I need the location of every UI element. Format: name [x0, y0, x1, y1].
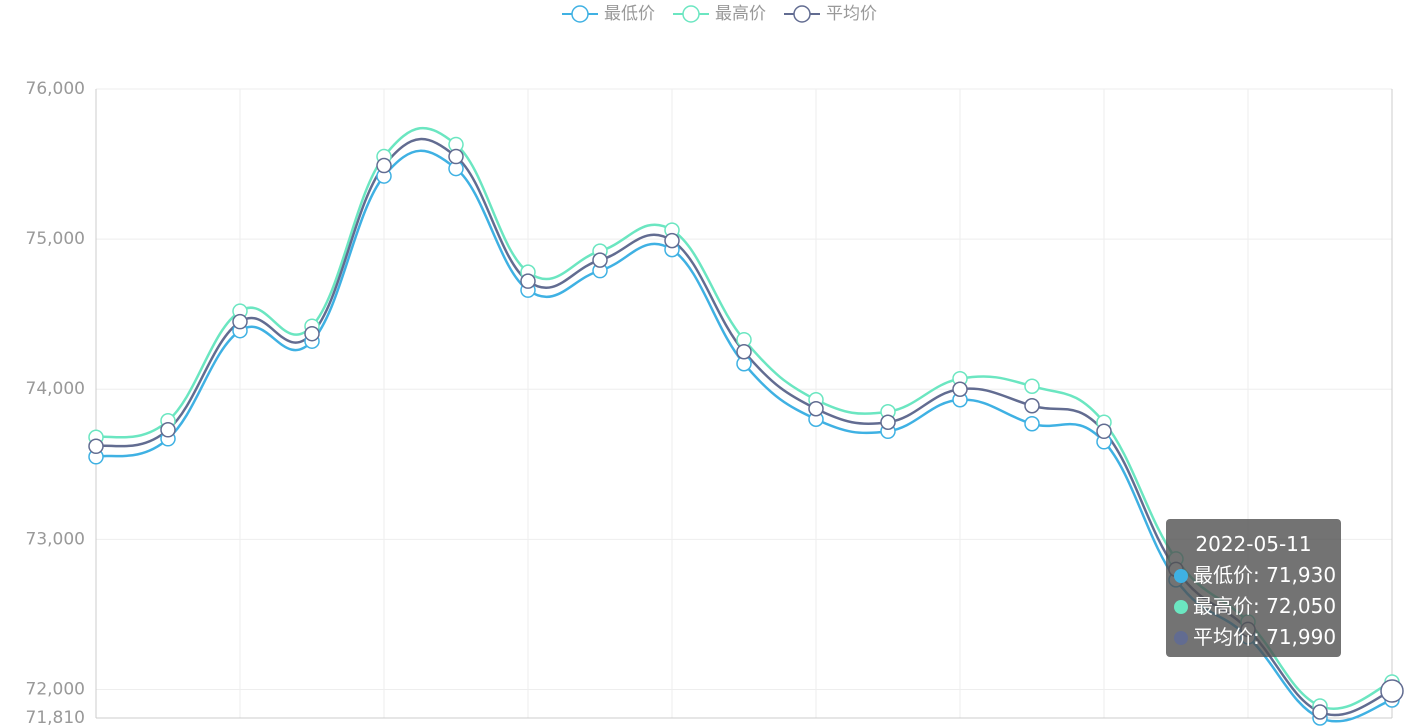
data-point [1312, 704, 1328, 720]
tooltip-title: 2022-05-11 [1195, 532, 1312, 556]
data-point [736, 343, 752, 360]
legend: 最低价 最高价 平均价 [562, 4, 877, 24]
data-point [880, 414, 896, 431]
legend-marker [571, 5, 589, 23]
tooltip-dot [1174, 631, 1188, 645]
legend-label: 最低价 [604, 4, 655, 24]
tooltip-dot [1174, 569, 1188, 583]
y-tick-label: 74,000 [26, 379, 85, 399]
data-point [1380, 679, 1404, 703]
tooltip-value: 72,050 [1266, 594, 1337, 618]
data-point [448, 148, 464, 165]
data-point [160, 422, 176, 438]
data-point [232, 313, 248, 330]
tooltip-row: 平均价71,990 [1174, 622, 1341, 653]
data-point [1096, 423, 1112, 440]
tooltip-value: 71,930 [1266, 563, 1337, 587]
tooltip-dot [1174, 600, 1188, 614]
tooltip-row: 最高价72,050 [1174, 591, 1341, 622]
data-point [376, 157, 392, 174]
tooltip-name: 最高价 [1193, 594, 1266, 618]
legend-label: 平均价 [826, 4, 877, 24]
y-tick-label: 76,000 [26, 79, 85, 99]
data-point [664, 232, 680, 249]
y-tick-label: 73,000 [26, 529, 85, 549]
legend-label: 最高价 [715, 4, 766, 24]
data-point [952, 381, 968, 397]
tooltip-value: 71,990 [1266, 625, 1337, 649]
tooltip-row: 最低价71,930 [1174, 560, 1341, 591]
tooltip-name: 最低价 [1193, 563, 1266, 587]
data-point [808, 401, 824, 417]
data-point [1024, 398, 1040, 414]
legend-marker [682, 5, 700, 23]
data-point [88, 438, 104, 455]
data-point [1024, 378, 1040, 394]
tooltip: 2022-05-11最低价71,930最高价72,050平均价71,990 [1166, 519, 1341, 657]
legend-marker [793, 5, 811, 23]
y-tick-label: 71,810 [26, 708, 85, 727]
data-point [1024, 416, 1040, 432]
y-tick-label: 72,000 [26, 679, 85, 699]
data-point [520, 273, 536, 289]
data-point [592, 252, 608, 268]
y-tick-label: 75,000 [26, 229, 85, 249]
data-point [304, 325, 320, 342]
tooltip-name: 平均价 [1193, 625, 1266, 649]
